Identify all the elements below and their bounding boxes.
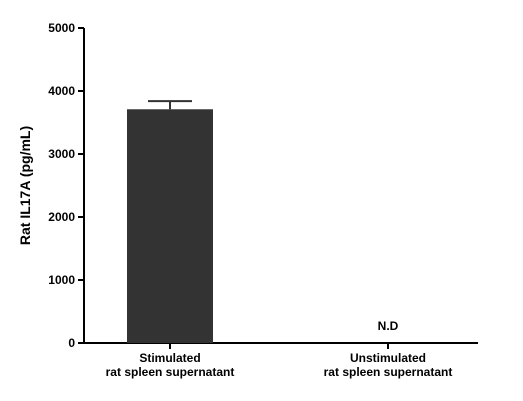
bars (127, 100, 213, 344)
x-tick-label: rat spleen supernatant (324, 365, 453, 379)
x-tick-label: Unstimulated (350, 351, 426, 365)
y-tick-label: 0 (68, 336, 75, 350)
y-axis: 0 1000 2000 3000 4000 5000 (48, 21, 85, 350)
bar (127, 109, 213, 344)
not-detected-label: N.D (378, 319, 399, 333)
y-axis-title: Rat IL17A (pg/mL) (17, 126, 33, 245)
y-tick-label: 2000 (48, 210, 75, 224)
y-tick-label: 1000 (48, 273, 75, 287)
x-axis (83, 342, 478, 349)
y-tick-label: 5000 (48, 21, 75, 35)
y-tick-label: 4000 (48, 84, 75, 98)
y-tick-label: 3000 (48, 147, 75, 161)
x-tick-label: Stimulated (139, 351, 200, 365)
x-tick-label: rat spleen supernatant (106, 365, 235, 379)
